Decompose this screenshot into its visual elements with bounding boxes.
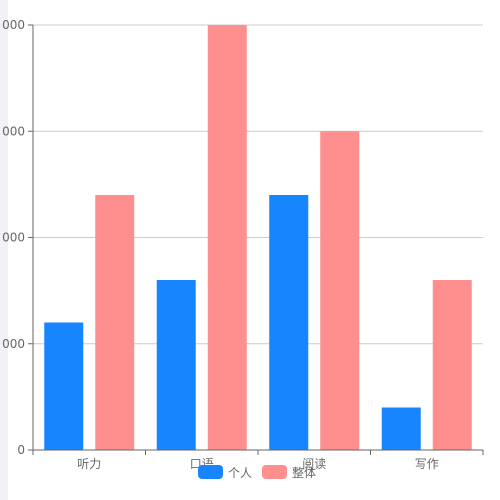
bar-series-2-1 bbox=[207, 25, 247, 450]
y-tick-label: 000 bbox=[2, 124, 25, 138]
x-tick-label: 阅读 bbox=[302, 457, 326, 471]
bar-series-2-2 bbox=[320, 131, 360, 450]
bar-series-2-3 bbox=[432, 280, 472, 450]
axes bbox=[28, 24, 484, 455]
x-tick-label: 听力 bbox=[77, 457, 101, 471]
left-edge-strip bbox=[0, 0, 8, 500]
bars bbox=[44, 25, 472, 450]
legend: 个人 整体 bbox=[198, 464, 316, 480]
y-tick-label: 000 bbox=[2, 337, 25, 351]
bar-series-1-1 bbox=[156, 280, 196, 450]
bar-series-2-0 bbox=[95, 195, 135, 450]
bar-series-1-2 bbox=[269, 195, 309, 450]
legend-swatch-series-2 bbox=[262, 465, 288, 479]
legend-swatch-series-1 bbox=[198, 465, 223, 479]
bar-series-1-3 bbox=[381, 407, 421, 450]
x-tick-label: 写作 bbox=[415, 457, 439, 471]
legend-item-series-1[interactable]: 个人 bbox=[198, 464, 252, 481]
legend-label-series-2: 整体 bbox=[292, 465, 317, 480]
y-tick-label: 000 bbox=[2, 18, 25, 32]
legend-label-series-1: 个人 bbox=[228, 465, 253, 480]
legend-item-series-2[interactable]: 整体 bbox=[262, 464, 316, 481]
y-tick-label: 0 bbox=[17, 443, 25, 457]
bar-series-1-0 bbox=[44, 322, 84, 450]
y-tick-label: 000 bbox=[2, 231, 25, 245]
